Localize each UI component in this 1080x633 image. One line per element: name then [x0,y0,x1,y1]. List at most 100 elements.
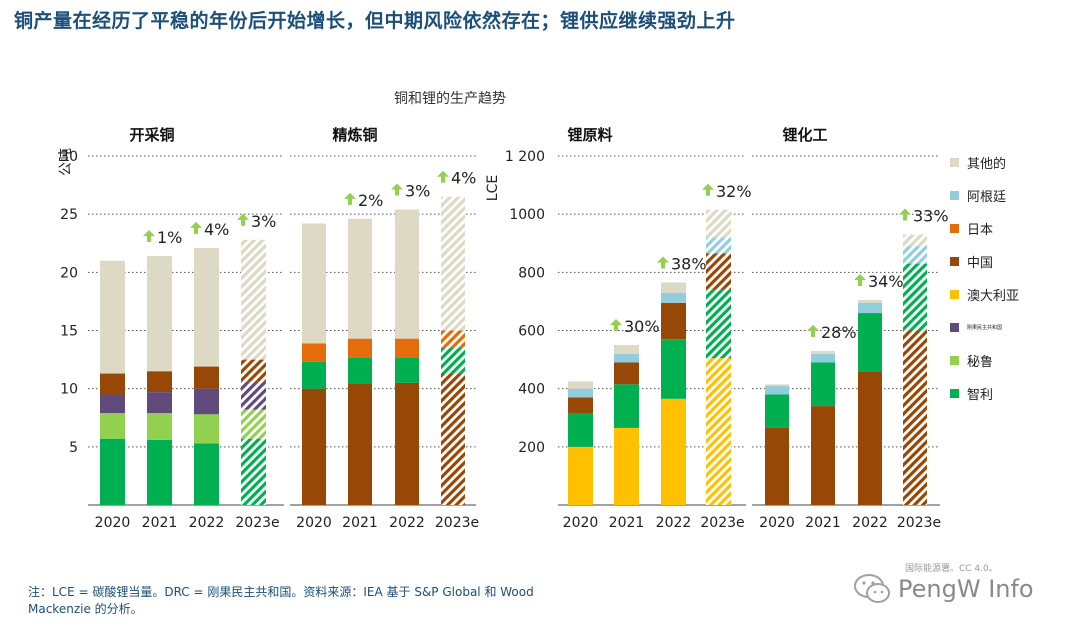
bar-segment-2022-中国 [395,382,419,505]
bar-segment-2023e-智利 [441,347,465,374]
bar-segment-2021-秘鲁 [147,413,172,440]
panel-title: 开采铜 [129,126,174,144]
x-tick-label: 2023e [435,515,479,531]
bar-segment-2021-阿根廷 [811,353,835,363]
bar-segment-2022-秘鲁 [194,414,219,444]
growth-arrow-icon [807,324,819,337]
bar-segment-2021-智利 [811,362,835,407]
bar-segment-2022-智利 [194,443,219,505]
legend-item: 刚果民主共和国 [950,311,1019,344]
legend-item: 其他的 [950,146,1019,179]
legend-item: 日本 [950,212,1019,245]
credit-text: 国际能源署。CC 4.0。 [905,564,998,574]
bar-segment-2022-其他的 [395,209,419,339]
bar-segment-2020-智利 [100,438,125,505]
bar-segment-2022-阿根廷 [661,292,686,303]
legend-swatch [950,290,959,299]
x-tick-label: 2023e [700,515,744,531]
growth-arrow-icon [657,256,669,269]
bar-segment-2022-其他的 [661,282,686,293]
bar-segment-2023e-中国 [441,373,465,505]
bar-segment-2020-澳大利亚 [568,446,593,505]
bar-segment-2020-中国 [100,373,125,395]
bar-segment-2021-中国 [147,371,172,393]
bar-segment-2023e-智利 [903,263,927,331]
y-tick-label: 200 [518,440,545,456]
growth-label: 4% [451,169,476,188]
y-tick-label: 5 [69,440,78,456]
x-tick-label: 2021 [142,515,178,531]
legend-swatch [950,224,959,233]
x-tick-label: 2023e [897,515,941,531]
growth-arrow-icon [899,208,911,221]
bar-segment-2022-中国 [661,302,686,340]
bar-segment-2021-智利 [614,384,639,428]
legend-label: 阿根廷 [967,190,1007,205]
wechat-icon [854,574,890,603]
legend-item: 智利 [950,377,1019,410]
bar-segment-2020-中国 [765,427,789,505]
bar-segment-2022-智利 [661,339,686,399]
panel-title: 精炼铜 [332,126,377,144]
bar-segment-2021-中国 [348,384,372,505]
legend-label: 刚果民主共和国 [967,325,1003,331]
bar-segment-2021-中国 [811,406,835,505]
bar-segment-2023e-其他的 [441,196,465,331]
bar-segment-2023e-其他的 [706,209,731,238]
bar-segment-2023e-秘鲁 [241,409,266,439]
bar-segment-2022-中国 [194,366,219,389]
growth-arrow-icon [143,230,155,243]
growth-arrow-icon [437,170,449,183]
bar-segment-2022-澳大利亚 [661,398,686,505]
x-tick-label: 2020 [563,515,599,531]
bar-segment-2022-其他的 [194,247,219,367]
y-tick-label: 25 [60,207,78,223]
growth-arrow-icon [237,213,249,226]
growth-arrow-icon [854,273,866,286]
x-tick-label: 2022 [852,515,888,531]
growth-label: 3% [251,212,276,231]
x-tick-label: 2023e [235,515,279,531]
watermark: PengW Info [852,568,1034,610]
bar-segment-2020-其他的 [765,384,789,386]
bar-segment-2023e-智利 [706,289,731,359]
legend-label: 秘鲁 [967,355,994,370]
growth-label: 2% [358,191,383,210]
bar-segment-2020-智利 [765,394,789,428]
bar-segment-2021-澳大利亚 [614,427,639,505]
bar-segment-2021-其他的 [348,218,372,339]
y-tick-label: 10 [60,382,78,398]
bar-segment-2021-其他的 [614,345,639,354]
legend-swatch [950,257,959,266]
bar-segment-2023e-其他的 [903,234,927,247]
bar-segment-2020-智利 [302,361,326,389]
y-tick-label: 400 [518,382,545,398]
bar-segment-2020-其他的 [302,223,326,344]
bar-segment-2023e-中国 [241,359,266,382]
legend-swatch [950,323,959,332]
bar-segment-2020-其他的 [100,260,125,374]
bar-segment-2023e-中国 [903,330,927,505]
bar-segment-2020-刚果民主共和国 [100,394,125,414]
growth-label: 38% [671,255,707,274]
bar-segment-2023e-澳大利亚 [706,358,731,505]
headline: 铜产量在经历了平稳的年份后开始增长，但中期风险依然存在；锂供应继续强劲上升 [14,10,736,32]
bar-segment-2022-智利 [858,313,882,372]
growth-label: 33% [913,207,949,226]
legend-item: 澳大利亚 [950,278,1019,311]
x-tick-label: 2022 [389,515,425,531]
footnote: 注：LCE = 碳酸锂当量。DRC = 刚果民主共和国。资料来源：IEA 基于 … [28,585,534,616]
legend-swatch [950,389,959,398]
legend-label: 中国 [967,256,994,271]
bar-segment-2020-中国 [568,397,593,414]
legend: 其他的阿根廷日本中国澳大利亚刚果民主共和国秘鲁智利 [950,146,1019,410]
legend-swatch [950,158,959,167]
y-tick-label: 30 [60,149,78,165]
growth-label: 4% [204,220,229,239]
growth-arrow-icon [391,183,403,196]
legend-item: 阿根廷 [950,179,1019,212]
x-tick-label: 2022 [189,515,225,531]
bar-segment-2021-刚果民主共和国 [147,392,172,414]
y-tick-label: 1 200 [505,149,545,165]
